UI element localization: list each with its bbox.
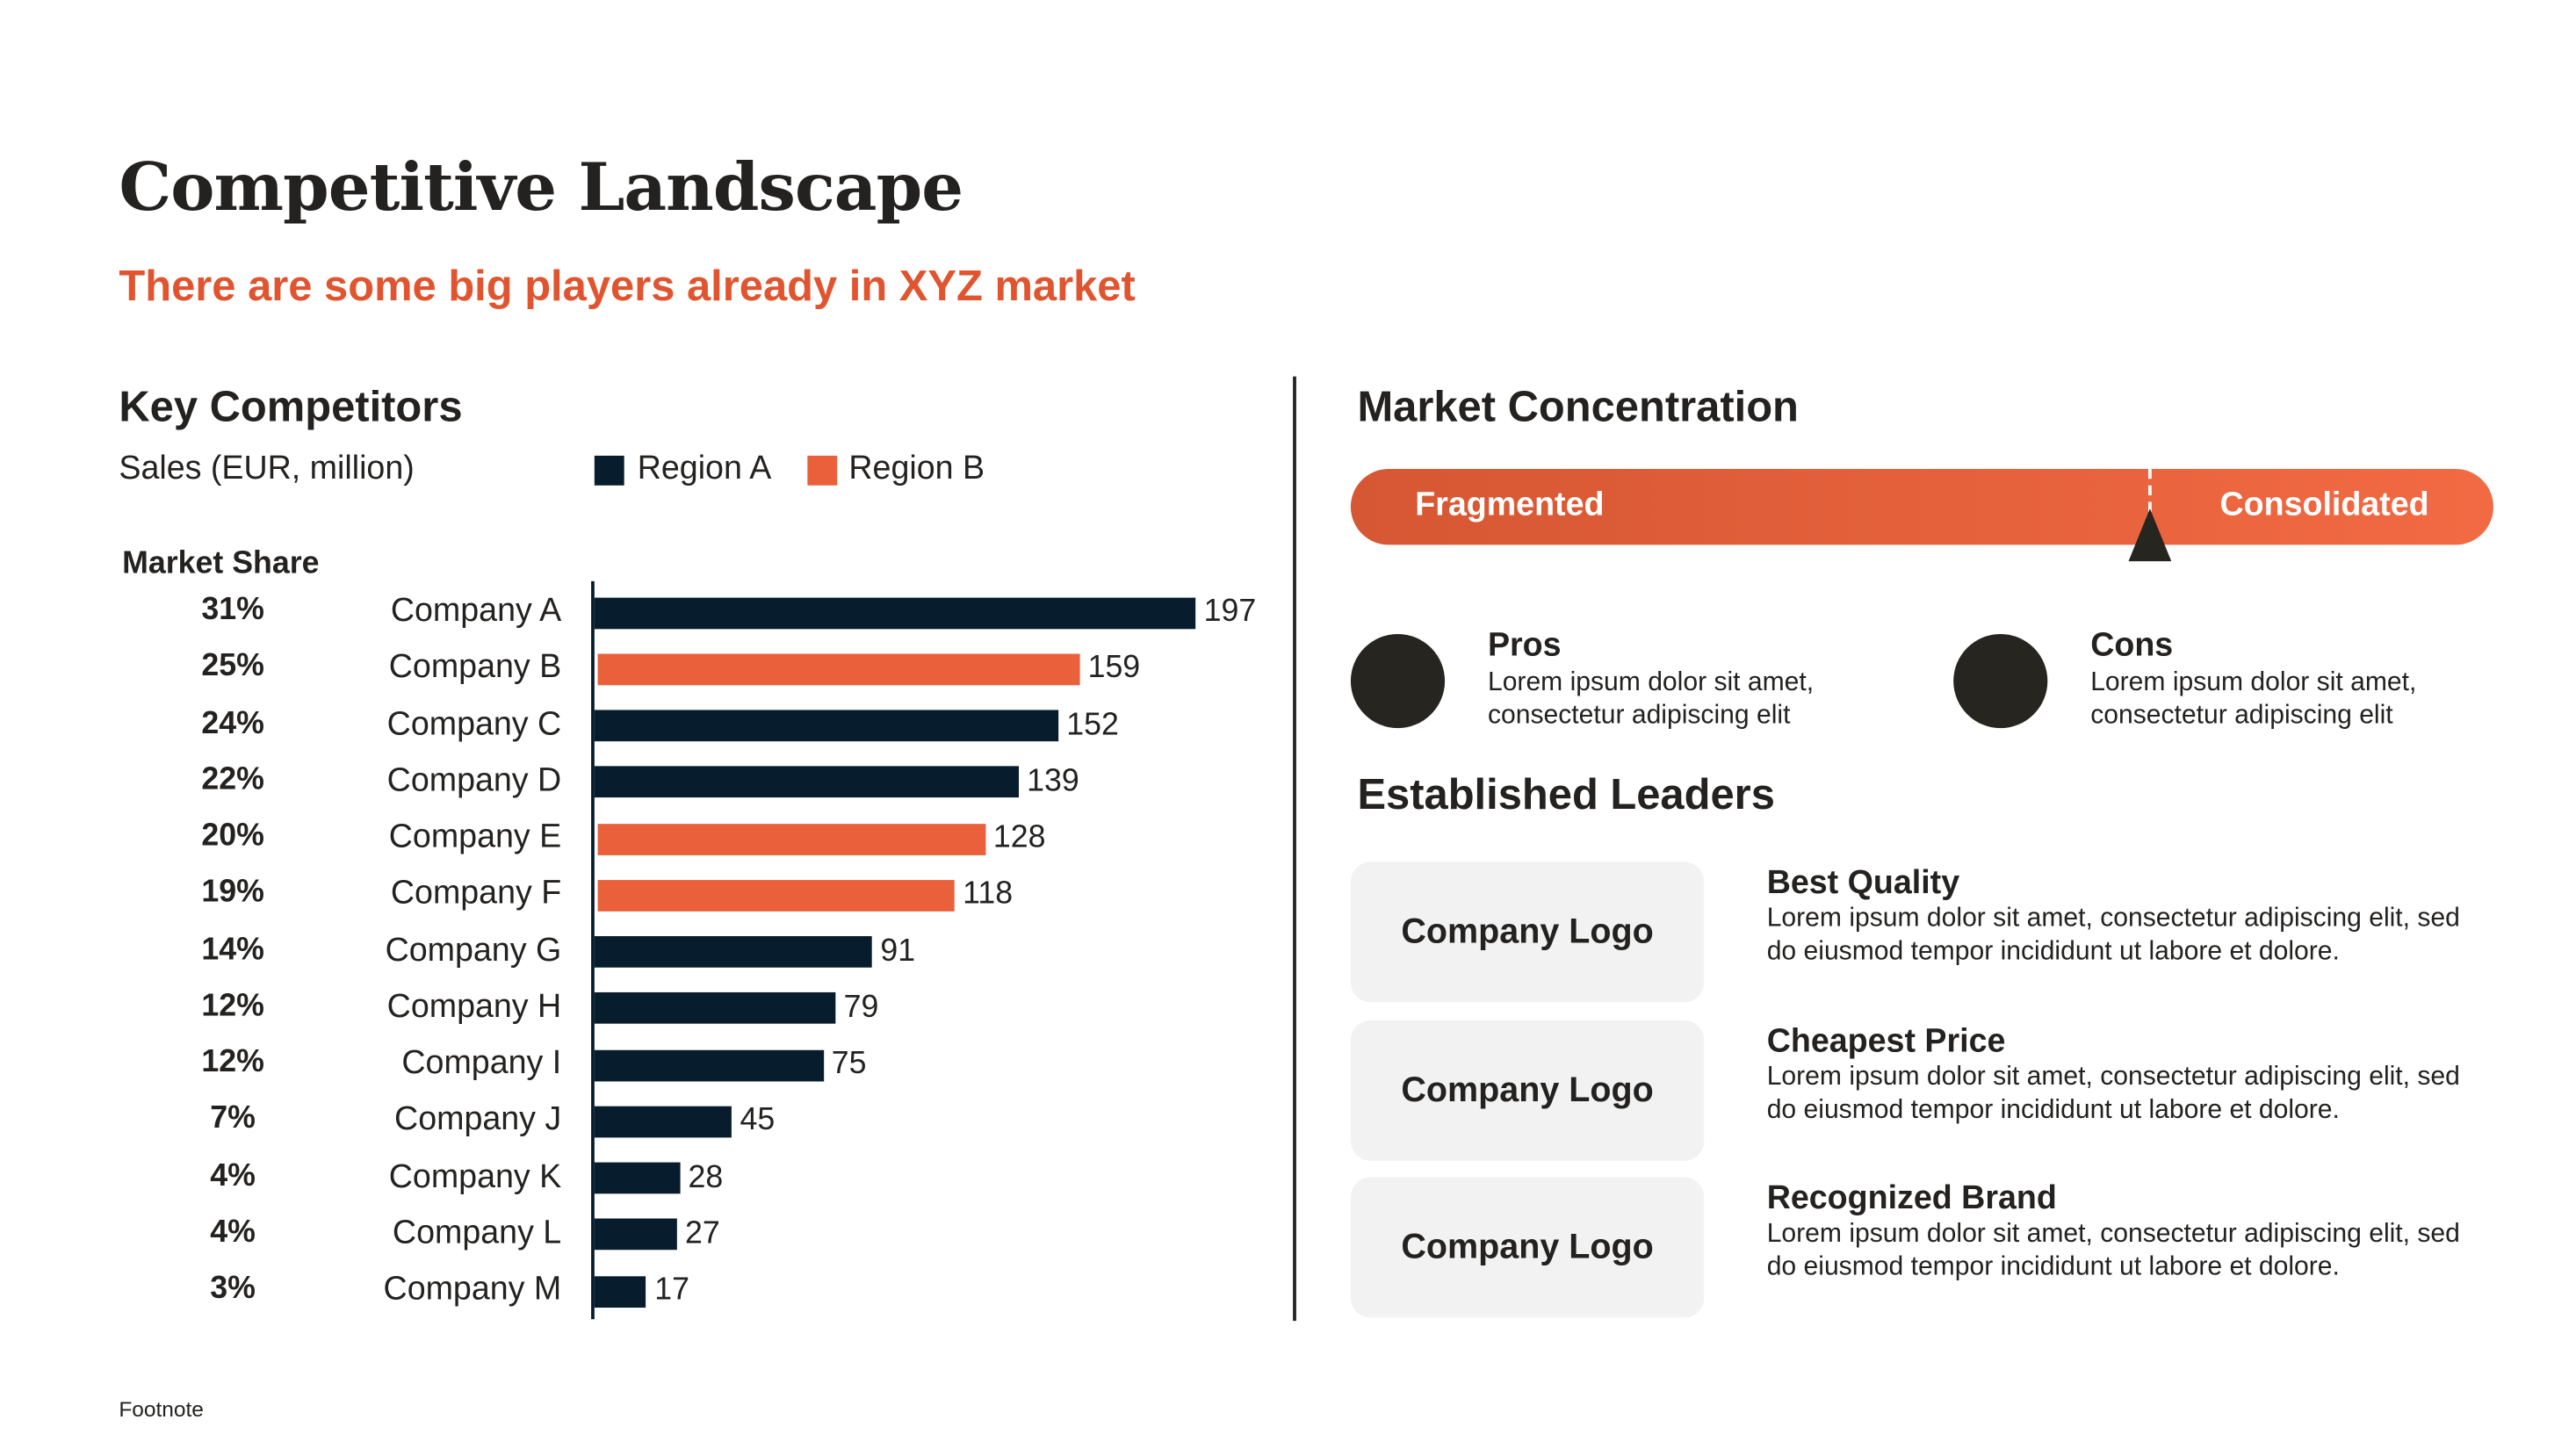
market-share-value: 31% xyxy=(201,592,264,628)
fragmented-label: Fragmented xyxy=(1415,487,1605,523)
bar-value-label: 118 xyxy=(963,876,1014,912)
company-label: Company D xyxy=(386,762,562,799)
leader-item: Recognized Brand Lorem ipsum dolor sit a… xyxy=(1767,1180,2477,1283)
bar-company-e xyxy=(597,823,985,854)
cons-body: Lorem ipsum dolor sit amet, consectetur … xyxy=(2090,668,2417,731)
page-subtitle: There are some big players already in XY… xyxy=(119,261,1136,311)
legend-swatch-region-a xyxy=(594,455,624,486)
bar-value-label: 91 xyxy=(880,934,916,969)
bar-value-label: 197 xyxy=(1203,594,1257,630)
bar-company-i xyxy=(594,1049,824,1081)
bar-value-label: 28 xyxy=(688,1159,724,1195)
company-label: Company A xyxy=(390,592,562,630)
bar-value-label: 27 xyxy=(685,1216,720,1251)
bar-value-label: 159 xyxy=(1087,651,1141,686)
bar-company-l xyxy=(594,1218,677,1251)
bar-value-label: 128 xyxy=(992,820,1046,855)
legend-label-region-b: Region B xyxy=(848,451,985,487)
bar-company-b xyxy=(597,653,1080,685)
company-label: Company G xyxy=(385,932,562,969)
bar-company-m xyxy=(594,1275,646,1308)
cons-title: Cons xyxy=(2090,627,2174,664)
leader-body: Lorem ipsum dolor sit amet, consectetur … xyxy=(1766,1220,2460,1281)
legend-swatch-region-b xyxy=(807,455,838,486)
scale-marker-icon xyxy=(2128,508,2172,562)
company-logo-placeholder: Company Logo xyxy=(1350,1020,1705,1161)
company-label: Company B xyxy=(388,649,562,686)
bar-company-f xyxy=(597,879,955,912)
bar-value-label: 17 xyxy=(654,1272,690,1308)
company-label: Company H xyxy=(386,988,562,1026)
established-leaders-heading: Established Leaders xyxy=(1357,769,1775,819)
leader-body: Lorem ipsum dolor sit amet, consectetur … xyxy=(1766,905,2460,965)
key-competitors-heading: Key Competitors xyxy=(119,381,463,431)
leader-item: Cheapest Price Lorem ipsum dolor sit ame… xyxy=(1767,1024,2477,1127)
market-share-label: Market Share xyxy=(122,546,320,581)
company-label: Company M xyxy=(383,1271,562,1308)
leader-title: Best Quality xyxy=(1766,865,1960,902)
market-share-value: 3% xyxy=(210,1271,256,1307)
leader-item: Best Quality Lorem ipsum dolor sit amet,… xyxy=(1767,865,2477,968)
bar-company-g xyxy=(594,936,872,968)
company-logo-placeholder: Company Logo xyxy=(1350,861,1705,1003)
bar-company-c xyxy=(594,710,1058,742)
bar-company-j xyxy=(594,1106,732,1137)
market-share-value: 12% xyxy=(201,988,264,1024)
leader-title: Cheapest Price xyxy=(1766,1023,2006,1061)
company-label: Company K xyxy=(388,1157,562,1195)
company-label: Company C xyxy=(386,705,562,743)
bar-value-label: 152 xyxy=(1066,707,1119,743)
consolidated-label: Consolidated xyxy=(2219,487,2429,523)
company-label: Company L xyxy=(392,1215,562,1251)
cons-icon xyxy=(1953,633,2048,729)
footnote: Footnote xyxy=(119,1396,204,1422)
market-share-value: 22% xyxy=(201,762,264,797)
market-share-value: 20% xyxy=(201,818,264,854)
bar-company-a xyxy=(594,596,1196,629)
company-label: Company E xyxy=(388,818,562,855)
company-logo-placeholder: Company Logo xyxy=(1350,1177,1705,1318)
market-share-value: 14% xyxy=(201,932,264,967)
company-label: Company J xyxy=(394,1101,562,1138)
market-share-value: 7% xyxy=(210,1101,256,1136)
market-share-value: 4% xyxy=(210,1215,256,1250)
concentration-scale: Fragmented Consolidated xyxy=(1350,468,2493,545)
bar-company-h xyxy=(594,992,836,1025)
scale-marker-line xyxy=(2148,468,2152,512)
company-label: Company F xyxy=(390,875,562,912)
section-divider xyxy=(1293,376,1296,1322)
bar-company-d xyxy=(594,766,1019,798)
market-share-value: 4% xyxy=(210,1157,256,1193)
legend-label-region-a: Region A xyxy=(637,451,772,487)
pros-icon xyxy=(1350,633,1446,729)
chart-axis xyxy=(591,580,595,1320)
pros-body: Lorem ipsum dolor sit amet, consectetur … xyxy=(1487,668,1815,731)
pros-title: Pros xyxy=(1487,627,1562,664)
bar-value-label: 139 xyxy=(1027,764,1079,799)
market-concentration-heading: Market Concentration xyxy=(1357,381,1799,431)
market-share-value: 19% xyxy=(201,875,264,911)
market-share-value: 24% xyxy=(201,705,264,741)
bar-value-label: 45 xyxy=(740,1103,776,1138)
market-share-value: 25% xyxy=(201,649,264,684)
market-share-value: 12% xyxy=(201,1045,264,1080)
units-label: Sales (EUR, million) xyxy=(119,451,415,487)
leader-body: Lorem ipsum dolor sit amet, consectetur … xyxy=(1766,1063,2460,1124)
page-title: Competitive Landscape xyxy=(119,148,963,227)
leader-title: Recognized Brand xyxy=(1766,1180,2057,1217)
company-label: Company I xyxy=(401,1045,562,1082)
bar-value-label: 79 xyxy=(843,990,879,1026)
bar-company-k xyxy=(594,1162,681,1194)
bar-value-label: 75 xyxy=(831,1046,867,1082)
